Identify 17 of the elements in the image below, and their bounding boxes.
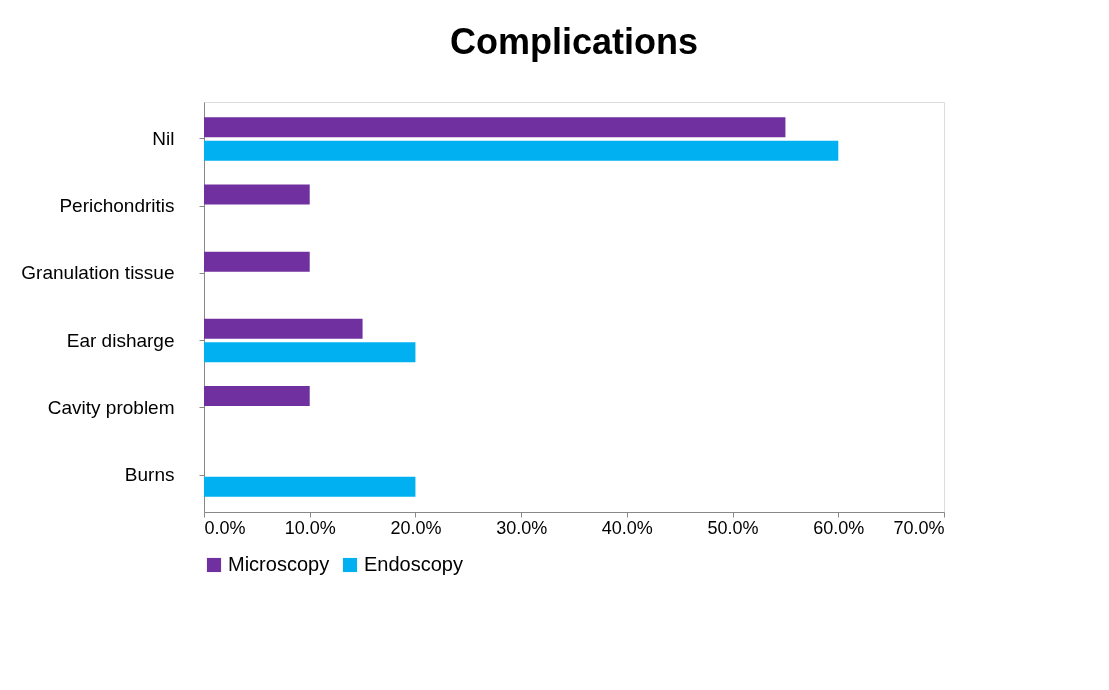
x-tick-label: 70.0%	[893, 517, 945, 538]
x-tick-label: 50.0%	[707, 517, 759, 538]
legend-label: Endoscopy	[364, 553, 463, 575]
x-tick-label: 30.0%	[496, 517, 548, 538]
y-tick-label: Granulation tissue	[21, 262, 175, 284]
x-tick-label: 20.0%	[390, 517, 442, 538]
legend-label: Microscopy	[228, 553, 330, 575]
x-tick-label: 10.0%	[284, 517, 336, 538]
y-tick-label: Perichondritis	[59, 195, 175, 217]
x-tick-label: 40.0%	[601, 517, 653, 538]
x-tick-label: 0.0%	[204, 517, 246, 538]
y-tick-label: Ear disharge	[66, 329, 175, 351]
y-tick-label: Burns	[124, 464, 175, 486]
chart-title: Complications	[449, 21, 699, 62]
x-tick-label: 60.0%	[813, 517, 865, 538]
y-tick-label: Nil	[152, 127, 175, 149]
y-tick-label: Cavity problem	[47, 396, 175, 418]
